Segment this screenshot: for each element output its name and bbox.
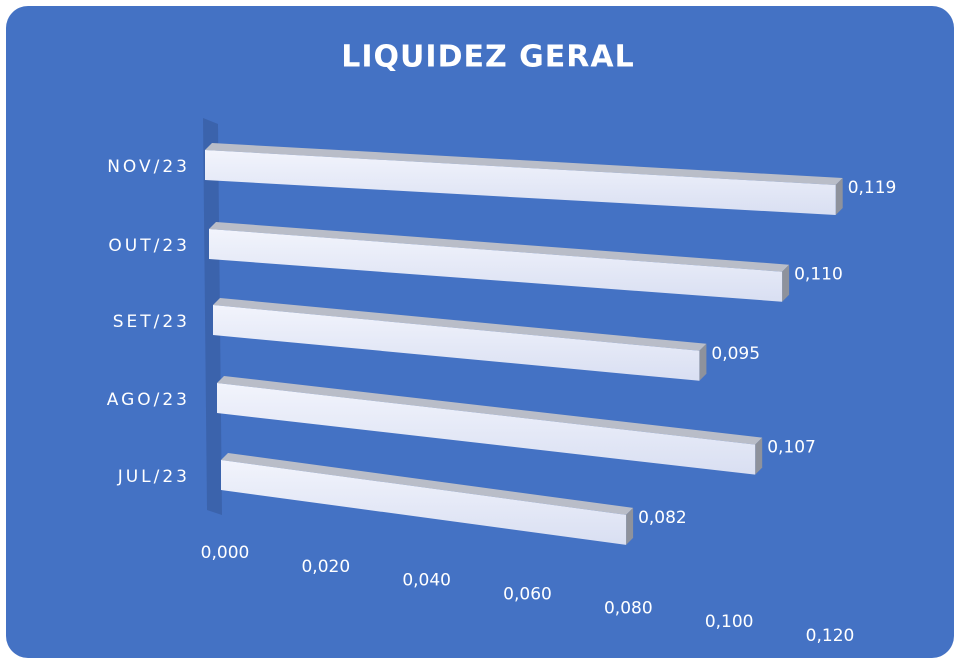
chart-title: LIQUIDEZ GERAL (341, 40, 634, 75)
category-label: NOV/23 (107, 157, 190, 177)
bar-face (217, 383, 756, 475)
x-tick-label: 0,100 (705, 612, 754, 632)
bar (205, 143, 843, 215)
value-label: 0,107 (767, 438, 816, 458)
bar-end (755, 437, 763, 475)
category-label: JUL/23 (117, 467, 190, 487)
bar-face (221, 460, 627, 545)
bar-face (209, 229, 783, 302)
category-label: OUT/23 (108, 236, 190, 256)
bar-top (221, 453, 634, 515)
bar (209, 222, 790, 302)
x-tick-label: 0,120 (806, 626, 855, 646)
bar (221, 453, 634, 545)
value-label: 0,095 (711, 344, 760, 364)
category-label: AGO/23 (107, 390, 190, 410)
value-label: 0,110 (794, 265, 843, 285)
x-tick-label: 0,080 (604, 598, 653, 618)
bar-end (835, 178, 843, 215)
bar-end (699, 343, 707, 381)
bar-end (782, 264, 790, 302)
bar (217, 376, 763, 475)
x-tick-label: 0,000 (201, 543, 250, 563)
value-label: 0,082 (638, 508, 687, 528)
x-tick-label: 0,020 (301, 557, 350, 577)
bar-top (209, 222, 790, 272)
bar (213, 298, 707, 381)
bar-top (213, 298, 707, 351)
bar-face (205, 150, 836, 215)
bar-face (213, 305, 700, 381)
value-label: 0,119 (848, 178, 897, 198)
x-tick-label: 0,060 (503, 585, 552, 605)
x-tick-label: 0,040 (402, 571, 451, 591)
bar-end (626, 507, 634, 545)
category-label: SET/23 (113, 312, 190, 332)
depth-wall (203, 118, 222, 515)
bar-top (217, 376, 763, 445)
bar-top (205, 143, 843, 185)
